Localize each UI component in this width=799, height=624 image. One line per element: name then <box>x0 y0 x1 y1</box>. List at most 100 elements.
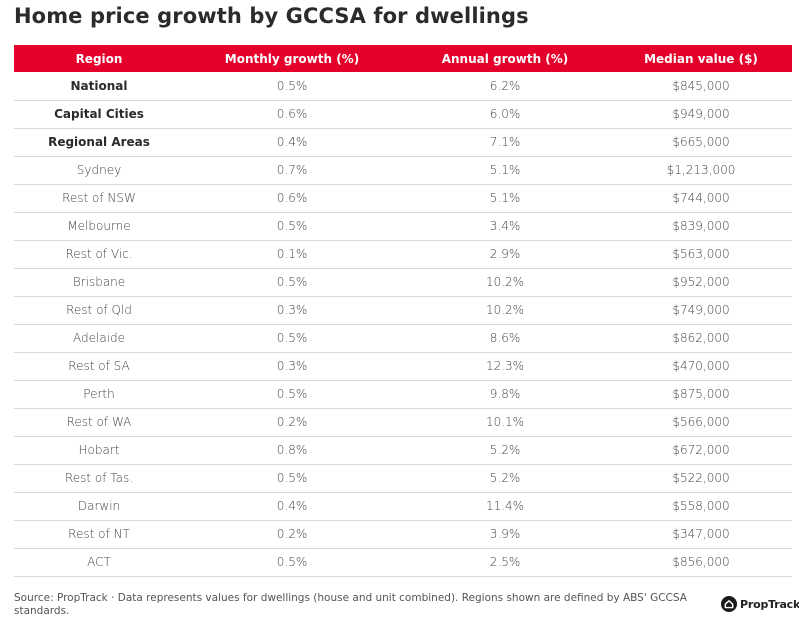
region-cell: Adelaide <box>14 324 184 353</box>
column-header-annual-growth: Annual growth (%) <box>400 45 610 72</box>
table-row: Rest of NSW 0.6% 5.1% $744,000 <box>14 184 792 213</box>
home-price-table: Region Monthly growth (%) Annual growth … <box>14 45 792 577</box>
median-value-cell: $839,000 <box>610 212 792 241</box>
table-row: Brisbane 0.5% 10.2% $952,000 <box>14 268 792 297</box>
table-row: Rest of NT 0.2% 3.9% $347,000 <box>14 520 792 549</box>
table-row: Capital Cities 0.6% 6.0% $949,000 <box>14 100 792 129</box>
median-value-cell: $862,000 <box>610 324 792 353</box>
table-row: Rest of SA 0.3% 12.3% $470,000 <box>14 352 792 381</box>
annual-growth-cell: 5.1% <box>400 184 610 213</box>
logo-text: PropTrack <box>740 597 799 611</box>
monthly-growth-cell: 0.5% <box>184 548 400 577</box>
annual-growth-cell: 10.1% <box>400 408 610 437</box>
column-header-monthly-growth: Monthly growth (%) <box>184 45 400 72</box>
median-value-cell: $470,000 <box>610 352 792 381</box>
annual-growth-cell: 11.4% <box>400 492 610 521</box>
annual-growth-cell: 7.1% <box>400 128 610 157</box>
monthly-growth-cell: 0.6% <box>184 184 400 213</box>
median-value-cell: $566,000 <box>610 408 792 437</box>
median-value-cell: $563,000 <box>610 240 792 269</box>
house-in-circle-icon <box>721 596 737 612</box>
table-row: Rest of Tas. 0.5% 5.2% $522,000 <box>14 464 792 493</box>
monthly-growth-cell: 0.2% <box>184 520 400 549</box>
annual-growth-cell: 2.5% <box>400 548 610 577</box>
region-cell: National <box>14 72 184 101</box>
median-value-cell: $749,000 <box>610 296 792 325</box>
table-row: Rest of Qld 0.3% 10.2% $749,000 <box>14 296 792 325</box>
table-row: Darwin 0.4% 11.4% $558,000 <box>14 492 792 521</box>
region-cell: Rest of NSW <box>14 184 184 213</box>
median-value-cell: $558,000 <box>610 492 792 521</box>
annual-growth-cell: 5.2% <box>400 464 610 493</box>
monthly-growth-cell: 0.5% <box>184 380 400 409</box>
median-value-cell: $845,000 <box>610 72 792 101</box>
monthly-growth-cell: 0.6% <box>184 100 400 129</box>
table-row: National 0.5% 6.2% $845,000 <box>14 72 792 101</box>
monthly-growth-cell: 0.5% <box>184 464 400 493</box>
table-row: Perth 0.5% 9.8% $875,000 <box>14 380 792 409</box>
monthly-growth-cell: 0.3% <box>184 352 400 381</box>
column-header-region: Region <box>14 45 184 72</box>
header-row: Region Monthly growth (%) Annual growth … <box>14 45 792 72</box>
column-header-median-value: Median value ($) <box>610 45 792 72</box>
table-row: Rest of WA 0.2% 10.1% $566,000 <box>14 408 792 437</box>
region-cell: Capital Cities <box>14 100 184 129</box>
annual-growth-cell: 6.0% <box>400 100 610 129</box>
monthly-growth-cell: 0.5% <box>184 212 400 241</box>
region-cell: Sydney <box>14 156 184 185</box>
region-cell: Rest of NT <box>14 520 184 549</box>
annual-growth-cell: 5.1% <box>400 156 610 185</box>
monthly-growth-cell: 0.4% <box>184 128 400 157</box>
annual-growth-cell: 5.2% <box>400 436 610 465</box>
region-cell: ACT <box>14 548 184 577</box>
monthly-growth-cell: 0.7% <box>184 156 400 185</box>
annual-growth-cell: 3.4% <box>400 212 610 241</box>
median-value-cell: $875,000 <box>610 380 792 409</box>
page-title: Home price growth by GCCSA for dwellings <box>14 4 529 28</box>
region-cell: Hobart <box>14 436 184 465</box>
region-cell: Rest of Vic. <box>14 240 184 269</box>
annual-growth-cell: 2.9% <box>400 240 610 269</box>
median-value-cell: $1,213,000 <box>610 156 792 185</box>
source-note: Source: PropTrack · Data represents valu… <box>14 592 687 617</box>
region-cell: Rest of Qld <box>14 296 184 325</box>
median-value-cell: $522,000 <box>610 464 792 493</box>
table-body: National 0.5% 6.2% $845,000 Capital Cities 0.… <box>14 72 792 577</box>
table-header: Region Monthly growth (%) Annual growth … <box>14 45 792 72</box>
region-cell: Brisbane <box>14 268 184 297</box>
annual-growth-cell: 9.8% <box>400 380 610 409</box>
monthly-growth-cell: 0.2% <box>184 408 400 437</box>
median-value-cell: $672,000 <box>610 436 792 465</box>
monthly-growth-cell: 0.4% <box>184 492 400 521</box>
table-row: ACT 0.5% 2.5% $856,000 <box>14 548 792 577</box>
annual-growth-cell: 8.6% <box>400 324 610 353</box>
monthly-growth-cell: 0.5% <box>184 324 400 353</box>
monthly-growth-cell: 0.1% <box>184 240 400 269</box>
median-value-cell: $744,000 <box>610 184 792 213</box>
median-value-cell: $665,000 <box>610 128 792 157</box>
annual-growth-cell: 10.2% <box>400 268 610 297</box>
region-cell: Regional Areas <box>14 128 184 157</box>
monthly-growth-cell: 0.5% <box>184 72 400 101</box>
region-cell: Rest of Tas. <box>14 464 184 493</box>
table-row: Melbourne 0.5% 3.4% $839,000 <box>14 212 792 241</box>
table-row: Regional Areas 0.4% 7.1% $665,000 <box>14 128 792 157</box>
median-value-cell: $856,000 <box>610 548 792 577</box>
median-value-cell: $347,000 <box>610 520 792 549</box>
median-value-cell: $949,000 <box>610 100 792 129</box>
region-cell: Melbourne <box>14 212 184 241</box>
table-row: Rest of Vic. 0.1% 2.9% $563,000 <box>14 240 792 269</box>
annual-growth-cell: 12.3% <box>400 352 610 381</box>
monthly-growth-cell: 0.5% <box>184 268 400 297</box>
median-value-cell: $952,000 <box>610 268 792 297</box>
region-cell: Rest of SA <box>14 352 184 381</box>
monthly-growth-cell: 0.3% <box>184 296 400 325</box>
table-row: Adelaide 0.5% 8.6% $862,000 <box>14 324 792 353</box>
region-cell: Perth <box>14 380 184 409</box>
table-row: Sydney 0.7% 5.1% $1,213,000 <box>14 156 792 185</box>
region-cell: Darwin <box>14 492 184 521</box>
annual-growth-cell: 10.2% <box>400 296 610 325</box>
monthly-growth-cell: 0.8% <box>184 436 400 465</box>
annual-growth-cell: 6.2% <box>400 72 610 101</box>
region-cell: Rest of WA <box>14 408 184 437</box>
